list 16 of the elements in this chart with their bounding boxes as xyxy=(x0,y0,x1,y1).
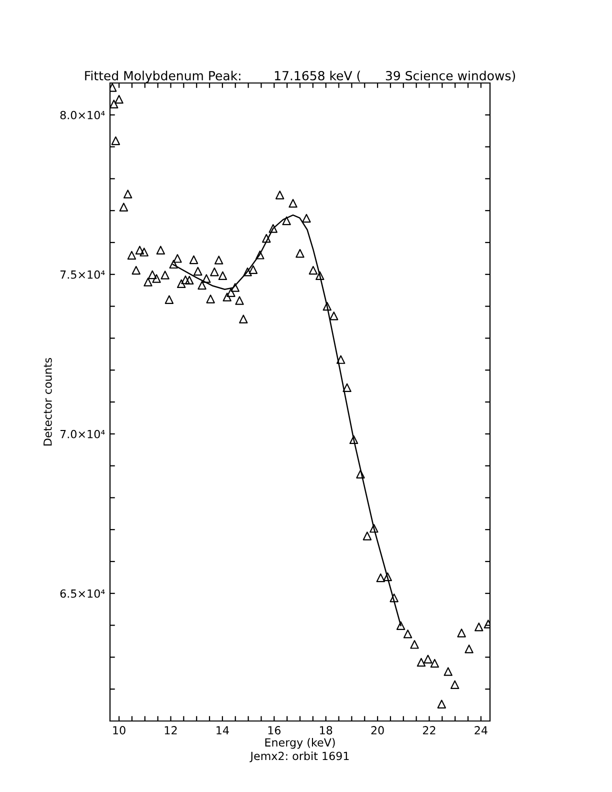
x-tick-label: 12 xyxy=(164,726,177,734)
text: Jemx2: orbit 1691 xyxy=(250,752,349,762)
x-tick-label: 16 xyxy=(268,726,281,734)
x-tick-label: 20 xyxy=(371,726,384,734)
y-tick-label: 6.5×10⁴ xyxy=(60,589,105,598)
x-tick-label: 22 xyxy=(422,726,436,734)
x-tick-label: 18 xyxy=(320,726,332,734)
y-tick-label: 8.0×10⁴ xyxy=(60,110,105,120)
x-axis-title: Energy (keV) xyxy=(265,738,335,749)
x-tick-label: 24 xyxy=(474,726,488,734)
x-tick-label: 10 xyxy=(113,726,126,734)
y-tick-label: 7.5×10⁴ xyxy=(60,270,105,279)
y-axis-title: Detector counts xyxy=(44,358,52,446)
x-tick-label: 14 xyxy=(216,726,229,734)
chart-title: Fitted Molybdenum Peak: 17.1658 keV ( 39 Science windows) xyxy=(85,70,516,83)
y-tick-label: 7.0×10⁴ xyxy=(60,430,105,438)
